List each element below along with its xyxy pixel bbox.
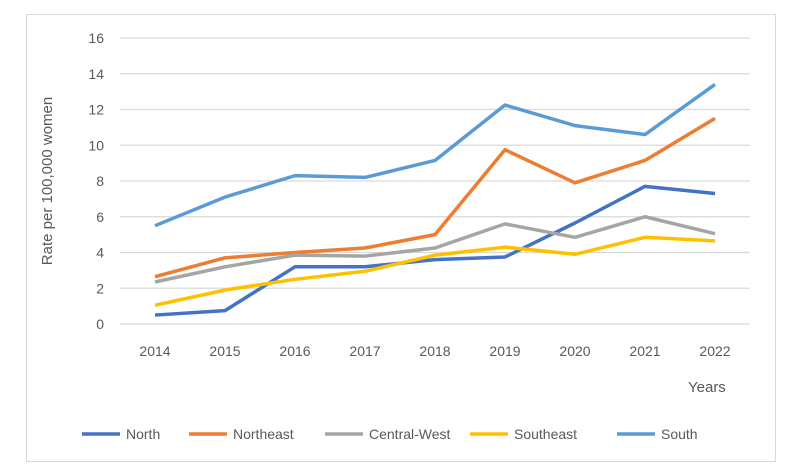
series-lines xyxy=(154,83,717,317)
legend-label: North xyxy=(126,426,160,442)
y-tick-label: 2 xyxy=(96,280,104,296)
series-line-northeast xyxy=(154,116,716,279)
y-axis-label: Rate per 100,000 women xyxy=(39,97,56,265)
x-tick-label: 2020 xyxy=(559,343,590,359)
chart-frame xyxy=(26,14,776,462)
x-tick-label: 2014 xyxy=(139,343,170,359)
gridlines xyxy=(120,37,750,325)
y-tick-label: 10 xyxy=(88,137,104,153)
legend-label: Northeast xyxy=(233,426,294,442)
series-line-south xyxy=(154,83,717,228)
series-line-southeast xyxy=(154,235,716,307)
legend-label: Southeast xyxy=(514,426,577,442)
y-tick-label: 6 xyxy=(96,209,104,225)
y-tick-label: 0 xyxy=(96,316,104,332)
x-tick-label: 2019 xyxy=(489,343,520,359)
legend-label: Central-West xyxy=(369,426,451,442)
x-tick-label: 2015 xyxy=(209,343,240,359)
legend: North Northeast Central-West Southeast South xyxy=(82,426,698,442)
y-tick-labels: 0 2 4 6 8 10 12 14 16 xyxy=(88,30,104,332)
x-axis-label: Years xyxy=(688,379,726,396)
x-tick-label: 2016 xyxy=(279,343,310,359)
y-tick-label: 8 xyxy=(96,173,104,189)
series-line-north xyxy=(154,184,716,317)
x-tick-label: 2017 xyxy=(349,343,380,359)
y-tick-label: 14 xyxy=(88,66,104,82)
y-tick-label: 16 xyxy=(88,30,104,46)
legend-label: South xyxy=(661,426,698,442)
y-tick-label: 4 xyxy=(96,245,104,261)
x-tick-labels: 2014 2015 2016 2017 2018 2019 2020 2021 2022 xyxy=(139,343,730,359)
x-tick-label: 2018 xyxy=(419,343,450,359)
series-line-central-west xyxy=(154,215,716,284)
x-tick-label: 2022 xyxy=(699,343,730,359)
y-tick-label: 12 xyxy=(88,102,104,118)
x-tick-label: 2021 xyxy=(629,343,660,359)
